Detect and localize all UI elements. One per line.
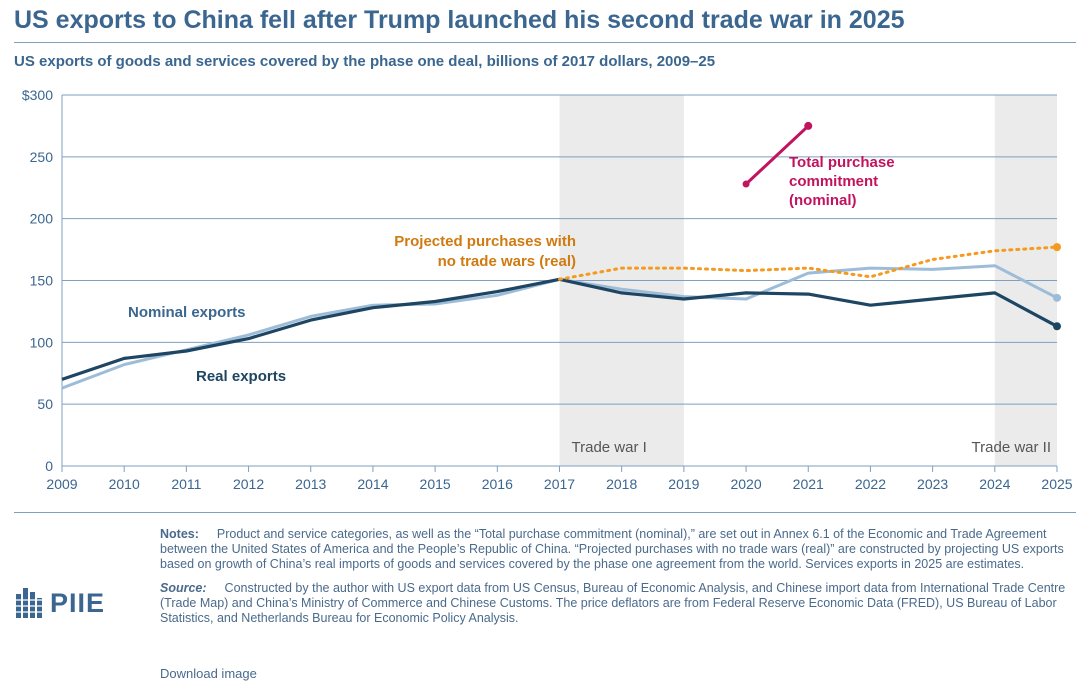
x-tick-label: 2015 bbox=[420, 476, 451, 492]
source-label: Source: bbox=[160, 581, 207, 595]
x-tick-label: 2018 bbox=[606, 476, 637, 492]
x-tick-label: 2011 bbox=[171, 476, 201, 492]
notes-divider bbox=[14, 512, 1076, 513]
notes-text: Product and service categories, as well … bbox=[160, 527, 1064, 571]
projected-label-line1: Projected purchases with bbox=[394, 233, 576, 250]
x-tick-label: 2017 bbox=[544, 476, 575, 492]
nominal-exports-end-marker bbox=[1053, 293, 1061, 302]
notes-label: Notes: bbox=[160, 527, 199, 541]
x-tick-label: 2016 bbox=[482, 476, 513, 492]
chart-subtitle: US exports of goods and services covered… bbox=[14, 53, 716, 70]
x-tick-label: 2020 bbox=[730, 476, 761, 492]
x-tick-label: 2019 bbox=[668, 476, 699, 492]
purchase-commitment-line bbox=[745, 124, 810, 186]
y-tick-label: 100 bbox=[30, 334, 54, 350]
download-image-link[interactable]: Download image bbox=[160, 666, 257, 681]
projected-label-line2: no trade wars (real) bbox=[438, 253, 576, 270]
trade-war-label: Trade war II bbox=[972, 439, 1051, 456]
x-tick-label: 2013 bbox=[295, 476, 326, 492]
line-chart: Trade war I Trade war II 0 50 100 150 200 250 $3… bbox=[22, 87, 1073, 492]
real-exports-end-marker bbox=[1053, 322, 1061, 331]
x-tick-label: 2024 bbox=[979, 476, 1010, 492]
commitment-label-line2: commitment bbox=[789, 173, 878, 190]
purchase-commitment-start-marker bbox=[742, 180, 750, 188]
notes-paragraph: Notes: Product and service categories, as… bbox=[160, 527, 1075, 572]
y-tick-label: 150 bbox=[30, 273, 54, 289]
piie-logo[interactable]: PIIE bbox=[14, 586, 105, 620]
x-tick-label: 2014 bbox=[357, 476, 388, 492]
y-tick-label: 0 bbox=[45, 458, 53, 474]
title-divider bbox=[14, 42, 1076, 43]
x-tick-label: 2025 bbox=[1041, 476, 1072, 492]
trade-war-label: Trade war I bbox=[572, 439, 647, 456]
y-tick-label: 200 bbox=[30, 211, 54, 227]
piie-logo-icon bbox=[14, 588, 44, 618]
x-tick-label: 2023 bbox=[917, 476, 948, 492]
x-tick-label: 2012 bbox=[233, 476, 264, 492]
commitment-label-line3: (nominal) bbox=[789, 192, 857, 209]
chart-title: US exports to China fell after Trump lau… bbox=[14, 6, 905, 34]
real-exports-label: Real exports bbox=[196, 368, 286, 385]
x-tick-label: 2009 bbox=[46, 476, 77, 492]
notes-block: Notes: Product and service categories, as… bbox=[160, 527, 1075, 635]
projected-purchases-end-marker bbox=[1053, 243, 1061, 252]
y-tick-label: $300 bbox=[22, 87, 53, 103]
source-paragraph: Source: Constructed by the author with US… bbox=[160, 581, 1075, 626]
nominal-exports-label: Nominal exports bbox=[128, 304, 246, 321]
projected-purchases-line bbox=[558, 245, 1059, 281]
source-text: Constructed by the author with US export… bbox=[160, 581, 1066, 625]
y-tick-label: 250 bbox=[30, 149, 54, 165]
y-tick-label: 50 bbox=[37, 396, 53, 412]
x-tick-label: 2021 bbox=[793, 476, 824, 492]
commitment-label-line1: Total purchase bbox=[789, 154, 895, 171]
x-tick-label: 2010 bbox=[109, 476, 140, 492]
logo-text: PIIE bbox=[50, 587, 106, 618]
purchase-commitment-end-marker bbox=[804, 121, 813, 130]
x-tick-label: 2022 bbox=[855, 476, 886, 492]
